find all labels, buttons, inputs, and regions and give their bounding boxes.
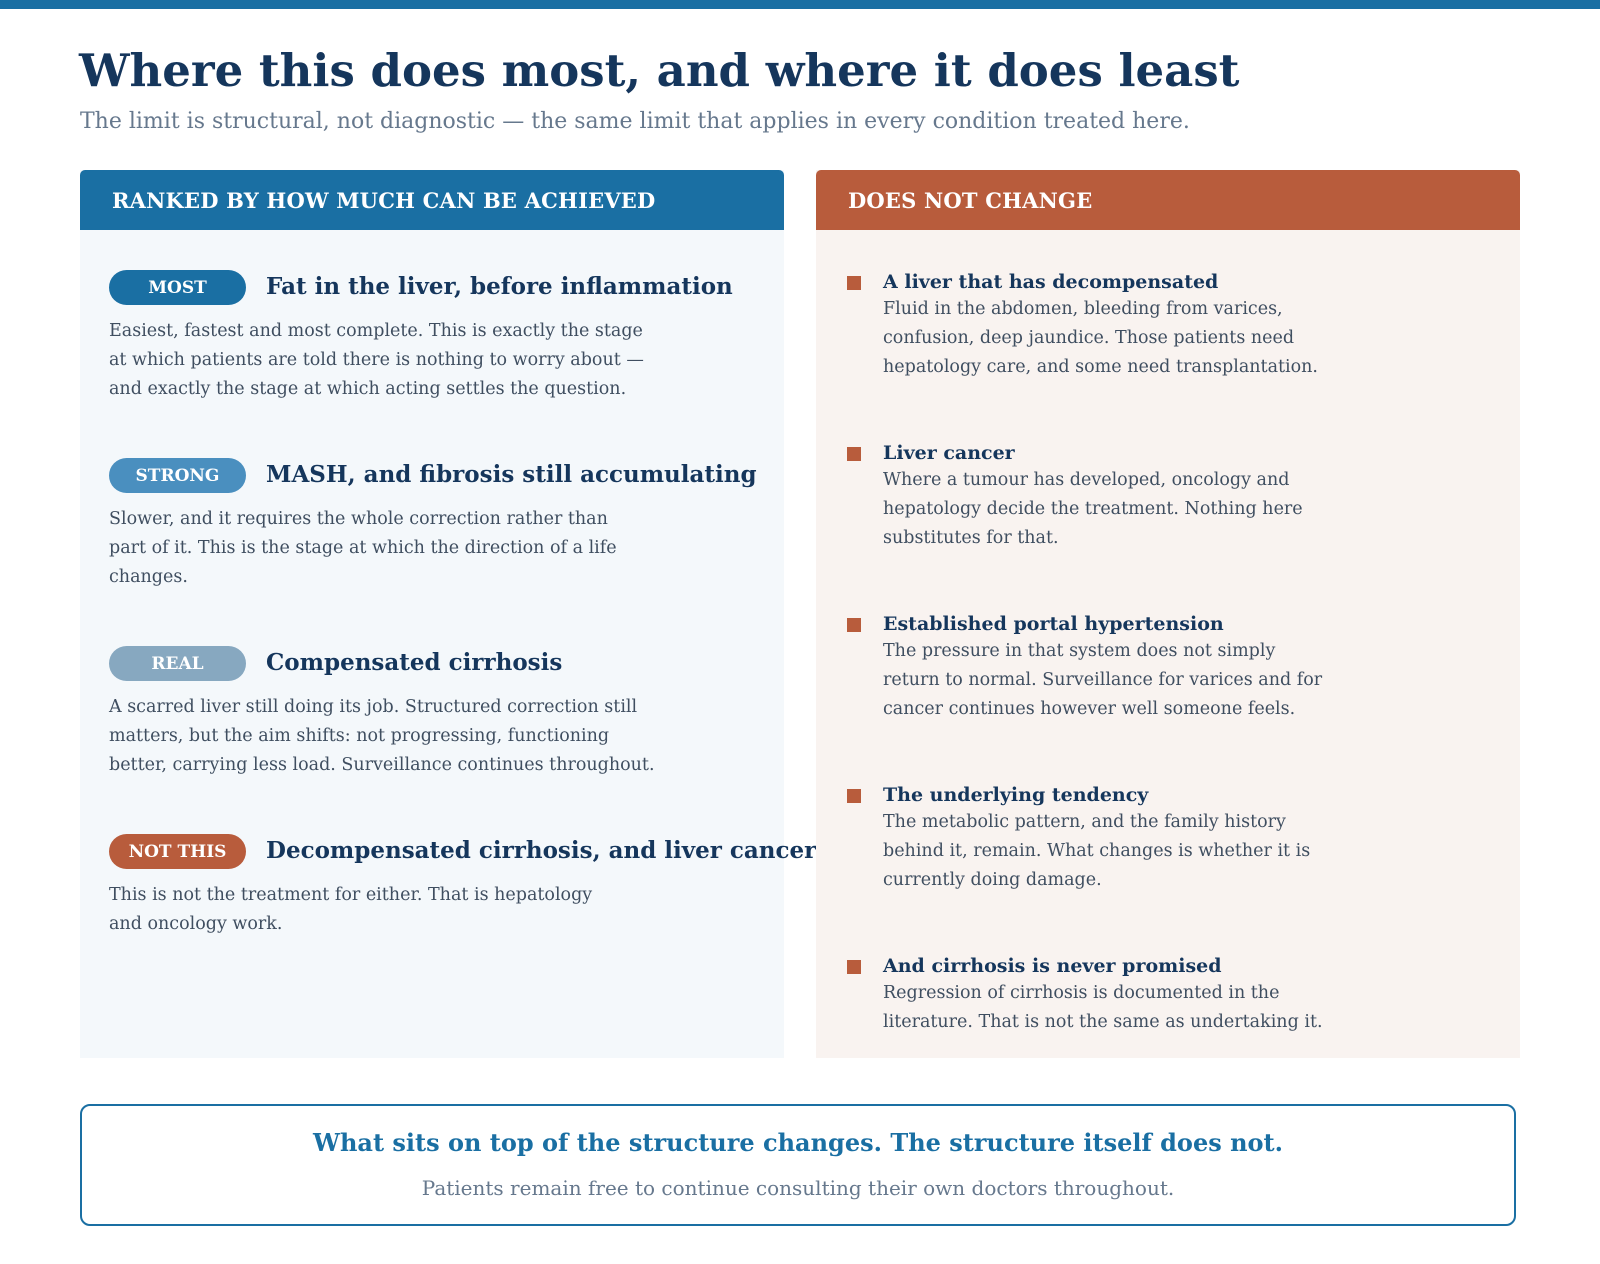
rank-badge: MOST — [109, 270, 246, 305]
unchanged-item-title: And cirrhosis is never promised — [883, 955, 1222, 977]
rank-badge: NOT THIS — [109, 834, 246, 869]
rank-title: Decompensated cirrhosis, and liver cance… — [266, 837, 817, 864]
ranked-panel: RANKED BY HOW MUCH CAN BE ACHIEVED MOST … — [80, 170, 816, 1058]
rank-description: Slower, and it requires the whole correc… — [109, 509, 617, 587]
unchanged-panel-heading: DOES NOT CHANGE — [816, 170, 1520, 230]
summary-callout: What sits on top of the structure change… — [80, 1104, 1516, 1226]
rank-title: MASH, and fibrosis still accumulating — [266, 461, 757, 488]
ranked-panel-heading: RANKED BY HOW MUCH CAN BE ACHIEVED — [80, 170, 784, 230]
top-accent-bar — [0, 0, 1600, 9]
unchanged-item-description: Fluid in the abdomen, bleeding from vari… — [883, 299, 1318, 377]
unchanged-item-description: The pressure in that system does not sim… — [883, 641, 1323, 719]
square-bullet-icon — [847, 789, 861, 803]
unchanged-item-description: Regression of cirrhosis is documented in… — [883, 983, 1323, 1032]
rank-title: Compensated cirrhosis — [266, 649, 563, 676]
callout-headline: What sits on top of the structure change… — [313, 1128, 1283, 1157]
unchanged-item-title: The underlying tendency — [883, 784, 1149, 806]
unchanged-panel: DOES NOT CHANGE A liver that has decompe… — [816, 170, 1520, 1058]
unchanged-item-title: Liver cancer — [883, 442, 1015, 464]
rank-title: Fat in the liver, before inflammation — [266, 273, 733, 300]
square-bullet-icon — [847, 276, 861, 290]
unchanged-item-title: Established portal hypertension — [883, 613, 1224, 635]
unchanged-item-description: Where a tumour has developed, oncology a… — [883, 470, 1303, 548]
rank-badge: REAL — [109, 646, 246, 681]
rank-description: Easiest, fastest and most complete. This… — [109, 321, 644, 399]
rank-description: This is not the treatment for either. Th… — [109, 885, 593, 934]
rank-badge: STRONG — [109, 458, 246, 493]
unchanged-item-title: A liver that has decompensated — [883, 271, 1219, 293]
page-title: Where this does most, and where it does … — [79, 44, 1240, 97]
rank-description: A scarred liver still doing its job. Str… — [109, 697, 655, 775]
unchanged-item-description: The metabolic pattern, and the family hi… — [883, 812, 1311, 890]
square-bullet-icon — [847, 960, 861, 974]
square-bullet-icon — [847, 618, 861, 632]
page-subtitle: The limit is structural, not diagnostic … — [80, 109, 1190, 134]
square-bullet-icon — [847, 447, 861, 461]
callout-subtext: Patients remain free to continue consult… — [421, 1176, 1175, 1200]
